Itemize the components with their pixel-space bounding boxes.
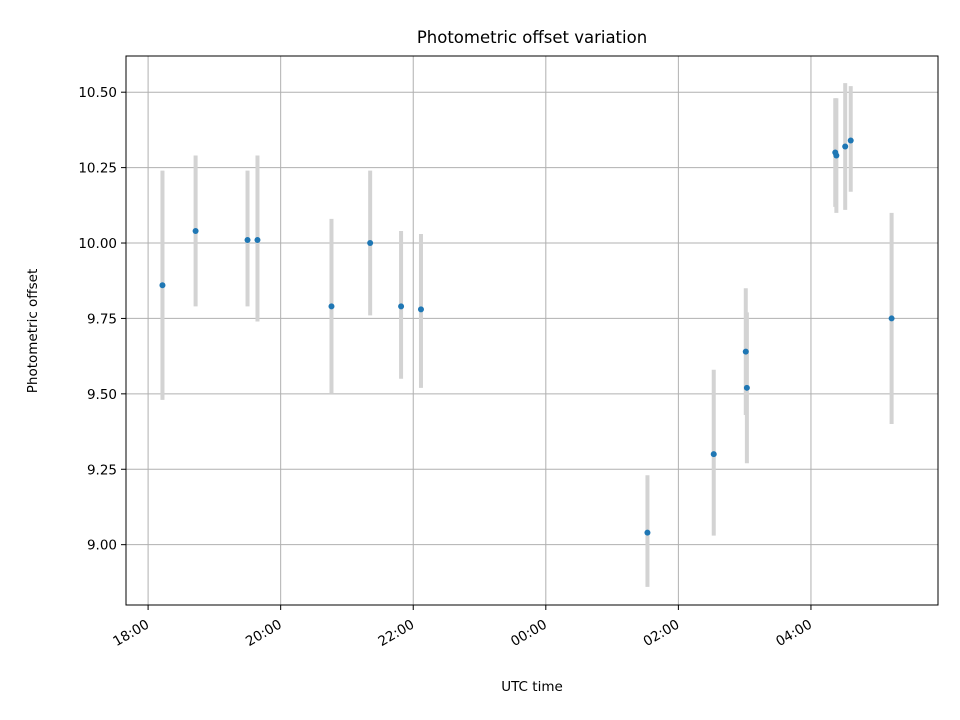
data-point (644, 529, 651, 536)
data-point (254, 237, 261, 244)
y-tick-label: 9.75 (87, 311, 117, 327)
data-point (842, 143, 849, 150)
y-tick-label: 10.25 (78, 161, 117, 177)
data-point (847, 137, 854, 144)
data-point (192, 227, 199, 234)
y-tick-label: 9.00 (87, 538, 117, 554)
x-axis-label: UTC time (501, 679, 563, 695)
plot-area-frame (125, 55, 939, 606)
data-point (833, 152, 840, 159)
y-axis-label: Photometric offset (25, 269, 41, 393)
chart-title: Photometric offset variation (417, 28, 647, 47)
data-point (742, 348, 749, 355)
data-point (888, 315, 895, 322)
y-tick-label: 9.50 (87, 387, 117, 403)
y-tick-label: 9.25 (87, 462, 117, 478)
data-point (743, 384, 750, 391)
grid-lines (126, 56, 938, 605)
data-point (159, 282, 166, 289)
data-point (398, 303, 405, 310)
data-point (328, 303, 335, 310)
data-point (244, 237, 251, 244)
data-point (367, 240, 374, 247)
y-axis-ticks: 9.00 9.25 9.50 9.75 10.00 10.25 10.50 (78, 85, 126, 554)
data-point (710, 451, 717, 458)
y-tick-label: 10.00 (78, 236, 117, 252)
data-point (417, 306, 424, 313)
data-points (159, 137, 895, 536)
y-tick-label: 10.50 (78, 85, 117, 101)
